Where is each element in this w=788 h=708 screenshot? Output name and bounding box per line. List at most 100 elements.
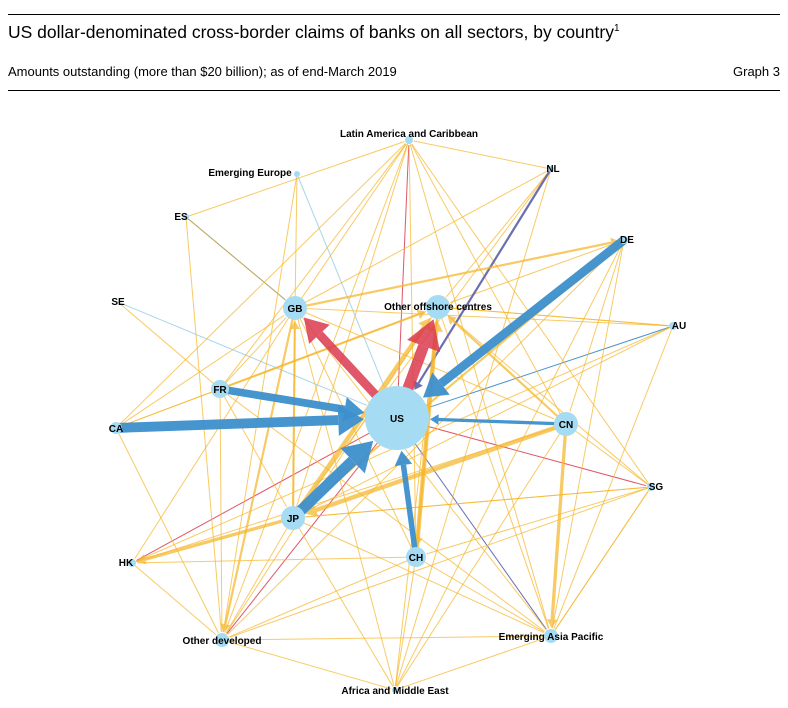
- node-label-au: AU: [672, 321, 686, 332]
- edge-nl-to-us: [414, 168, 552, 390]
- graph-title-text: US dollar-denominated cross-border claim…: [8, 22, 614, 42]
- edge-line: [219, 385, 346, 414]
- edge-line: [450, 239, 625, 304]
- edge-line: [550, 490, 649, 637]
- edge-line: [413, 140, 552, 170]
- node-label-ee: Emerging Europe: [208, 168, 292, 179]
- edge-line: [413, 331, 439, 558]
- edge-line: [396, 144, 410, 419]
- node-ooc: [426, 295, 450, 319]
- edge-od-to-eap: [221, 635, 544, 641]
- edge-fr-to-gb: [219, 317, 287, 390]
- edge-ch-to-lac: [408, 144, 417, 558]
- edge-line: [144, 516, 294, 561]
- edge-arrowhead: [340, 440, 374, 474]
- edge-arrowhead: [416, 309, 426, 320]
- edge-eap-to-sg: [550, 490, 649, 637]
- edge-line: [452, 320, 567, 425]
- edge-ca-to-us: [115, 404, 364, 436]
- edge-jp-to-ame: [292, 517, 394, 687]
- node-sg: [647, 483, 655, 491]
- node-label-se: SE: [111, 297, 125, 308]
- edge-line: [294, 241, 612, 310]
- edge-ca-to-od: [115, 427, 219, 634]
- node-eap: [544, 629, 558, 643]
- edge-gb-to-nl: [294, 170, 548, 309]
- edge-gb-to-au: [294, 307, 669, 327]
- node-gb: [283, 296, 307, 320]
- edge-line: [134, 307, 296, 560]
- edge-line: [222, 173, 298, 633]
- edge-gb-to-eap: [294, 307, 547, 631]
- edge-line: [115, 314, 285, 429]
- edge-line: [396, 417, 647, 487]
- edge-de-to-us: [423, 236, 627, 398]
- edge-line: [447, 315, 652, 488]
- node-cn: [554, 412, 578, 436]
- edge-line: [221, 639, 392, 690]
- edge-line: [438, 236, 627, 387]
- node-label-jp: JP: [287, 514, 300, 525]
- node-ee: [294, 171, 300, 177]
- edge-us-to-lac: [396, 144, 410, 419]
- edge-line: [408, 139, 550, 629]
- edge-arrowhead: [407, 319, 441, 353]
- edge-jp-to-hk: [136, 516, 294, 565]
- graph-subtitle: Amounts outstanding (more than $20 billi…: [8, 64, 397, 79]
- node-label-ca: CA: [109, 424, 123, 435]
- edge-ee-to-us: [296, 173, 385, 388]
- edge-sg-to-ooc: [447, 315, 652, 488]
- node-ame: [392, 687, 398, 693]
- edge-line: [292, 517, 544, 634]
- edge-gb-to-ee: [294, 177, 298, 309]
- edge-jp-to-lac: [292, 144, 409, 519]
- node-es: [183, 214, 189, 220]
- edge-fr-to-ooc: [219, 309, 426, 391]
- edge-cn-to-lac: [410, 144, 567, 425]
- edge-line: [294, 307, 669, 327]
- graph-number: Graph 3: [733, 64, 780, 79]
- node-label-sg: SG: [649, 482, 664, 493]
- node-fr: [211, 380, 229, 398]
- edge-de-to-ame: [396, 239, 625, 687]
- edge-line: [400, 464, 419, 558]
- edge-line: [115, 415, 339, 433]
- node-label-ch: CH: [409, 553, 423, 564]
- edge-lac-to-eap: [408, 139, 550, 629]
- node-au: [669, 322, 677, 330]
- edge-jp-to-eap: [292, 517, 544, 634]
- edge-cn-to-sg: [565, 423, 648, 485]
- edge-cn-to-eap: [546, 423, 568, 628]
- node-nl: [548, 166, 554, 172]
- edge-line: [553, 325, 674, 629]
- node-label-hk: HK: [119, 558, 134, 569]
- node-hk: [128, 559, 136, 567]
- edge-fr-to-se: [118, 302, 221, 390]
- edge-line: [219, 143, 407, 390]
- node-de: [620, 236, 628, 244]
- edge-line: [221, 635, 544, 641]
- edge-line: [229, 556, 417, 638]
- node-label-es: ES: [174, 212, 188, 223]
- node-layer: [110, 136, 677, 693]
- node-label-eap: Emerging Asia Pacific: [499, 632, 604, 643]
- edge-line: [131, 562, 217, 636]
- node-label-ame: Africa and Middle East: [341, 686, 449, 697]
- edge-arrowhead: [337, 404, 364, 436]
- edge-cn-to-us: [430, 414, 567, 426]
- edge-arrowhead: [394, 450, 413, 467]
- edge-line: [294, 307, 555, 420]
- edge-arrowhead: [430, 414, 439, 425]
- edge-arrowhead: [136, 554, 147, 565]
- edge-sg-to-jp: [305, 486, 652, 518]
- edge-line: [415, 556, 545, 633]
- edge-line: [219, 317, 287, 390]
- edge-line: [294, 307, 547, 631]
- node-od: [215, 633, 229, 647]
- edge-arrowhead: [414, 380, 423, 390]
- edge-line: [294, 307, 395, 687]
- edge-line: [294, 177, 298, 309]
- edge-line: [115, 427, 219, 634]
- edge-line: [438, 417, 567, 426]
